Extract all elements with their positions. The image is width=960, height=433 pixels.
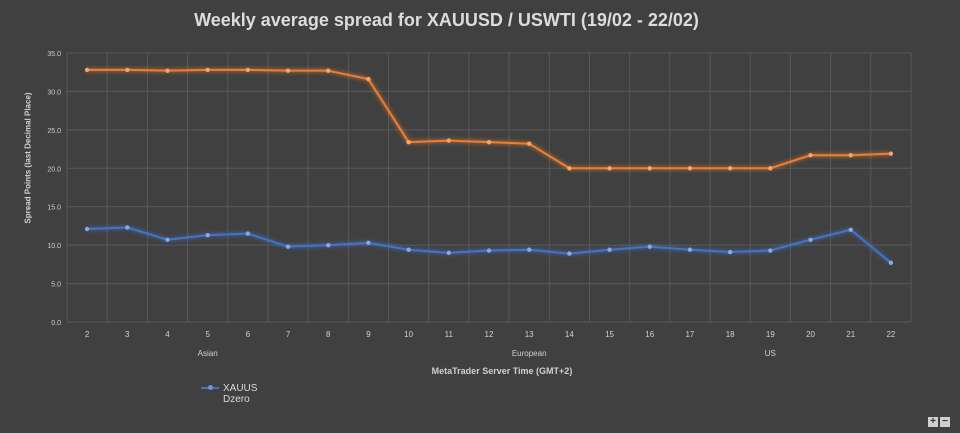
series-1-point bbox=[808, 237, 813, 242]
series-2-point bbox=[446, 138, 452, 143]
y-tick-label: 0.0 bbox=[51, 320, 61, 327]
series-2-point bbox=[125, 67, 130, 73]
x-tick-label: 21 bbox=[846, 330, 855, 339]
series-2-point bbox=[486, 139, 492, 145]
legend-entry-label-line2: Dzero bbox=[223, 394, 250, 405]
y-tick-label: 5.0 bbox=[51, 282, 61, 289]
series-1-point bbox=[526, 247, 532, 252]
y-tick-label: 30.0 bbox=[47, 89, 61, 96]
zoom-in-button[interactable]: + bbox=[928, 417, 938, 427]
x-tick-label: 6 bbox=[246, 330, 251, 339]
series-2-point bbox=[406, 139, 411, 145]
series-2-point bbox=[607, 166, 612, 171]
x-tick-label: 7 bbox=[286, 330, 291, 339]
x-tick-label: 8 bbox=[326, 330, 331, 339]
zoom-out-button[interactable]: − bbox=[940, 417, 950, 427]
x-tick-label: 13 bbox=[525, 330, 534, 339]
x-tick-label: 9 bbox=[366, 330, 371, 339]
series-1-point bbox=[205, 232, 210, 238]
series-1-point bbox=[446, 250, 452, 256]
series-1-point bbox=[84, 226, 90, 232]
session-label: US bbox=[765, 349, 776, 358]
x-tick-label: 20 bbox=[806, 330, 815, 339]
x-tick-label: 11 bbox=[445, 330, 454, 339]
series-1-point bbox=[848, 227, 853, 232]
series-2-point bbox=[768, 166, 773, 171]
legend-entry-xauus: XAUUS bbox=[201, 383, 257, 394]
x-tick-label: 19 bbox=[766, 330, 775, 339]
series-1-point bbox=[888, 260, 894, 266]
series-2-point bbox=[687, 166, 693, 171]
x-tick-label: 2 bbox=[85, 330, 90, 339]
x-axis-label: MetaTrader Server Time (GMT+2) bbox=[431, 366, 573, 376]
series-2-point bbox=[567, 166, 572, 171]
x-tick-label: 3 bbox=[125, 330, 130, 339]
series-2-point bbox=[526, 141, 532, 146]
series-1-point bbox=[768, 248, 773, 253]
series-1-point bbox=[567, 251, 572, 256]
series-2-point bbox=[165, 68, 170, 73]
series-2-point bbox=[727, 166, 733, 171]
chart-title: Weekly average spread for XAUUSD / USWTI… bbox=[194, 10, 699, 30]
series-1-point bbox=[366, 240, 371, 246]
series-2-point bbox=[888, 151, 894, 156]
series-line-2 bbox=[87, 68, 891, 170]
x-tick-label: 22 bbox=[886, 330, 895, 339]
x-tick-label: 17 bbox=[685, 330, 694, 339]
series-2-point bbox=[245, 67, 251, 73]
x-tick-label: 14 bbox=[565, 330, 574, 339]
x-tick-label: 16 bbox=[645, 330, 654, 339]
x-tick-label: 15 bbox=[605, 330, 614, 339]
series-2-point bbox=[808, 153, 813, 158]
zoom-controls: + − bbox=[928, 417, 950, 427]
chart-legend: XAUUS Dzero bbox=[201, 383, 257, 405]
series-1-point bbox=[727, 249, 733, 255]
y-tick-label: 35.0 bbox=[47, 51, 61, 58]
series-1-point bbox=[245, 231, 251, 236]
y-tick-label: 10.0 bbox=[47, 243, 61, 250]
series-2-point bbox=[366, 76, 371, 82]
series-2-point bbox=[205, 67, 210, 73]
series-1-point bbox=[647, 244, 652, 249]
y-axis-label: Spread Points (last Decimal Place) bbox=[23, 92, 33, 224]
session-label: Asian bbox=[198, 349, 218, 358]
series-2-point bbox=[848, 153, 853, 158]
legend-entry-label-line1: XAUUS bbox=[223, 383, 258, 394]
series-1-point bbox=[125, 225, 130, 230]
x-tick-label: 18 bbox=[726, 330, 735, 339]
x-tick-label: 5 bbox=[205, 330, 210, 339]
series-2-point bbox=[326, 68, 331, 73]
x-tick-label: 10 bbox=[404, 330, 413, 339]
y-tick-label: 20.0 bbox=[47, 166, 61, 173]
series-1-point bbox=[406, 247, 411, 252]
session-label: European bbox=[512, 349, 547, 358]
series-1-point bbox=[165, 237, 170, 242]
series-1-point bbox=[687, 247, 693, 252]
y-tick-label: 25.0 bbox=[47, 128, 61, 135]
y-tick-label: 15.0 bbox=[47, 205, 61, 212]
series-2-point bbox=[285, 68, 291, 73]
series-2-point bbox=[84, 67, 90, 73]
legend-series-marker bbox=[201, 385, 219, 391]
series-1-point bbox=[607, 247, 612, 252]
series-1-point bbox=[326, 242, 331, 248]
x-tick-label: 4 bbox=[165, 330, 170, 339]
series-2-point bbox=[647, 166, 652, 171]
series-1-point bbox=[486, 248, 492, 253]
series-1-point bbox=[285, 244, 291, 249]
x-tick-label: 12 bbox=[485, 330, 494, 339]
